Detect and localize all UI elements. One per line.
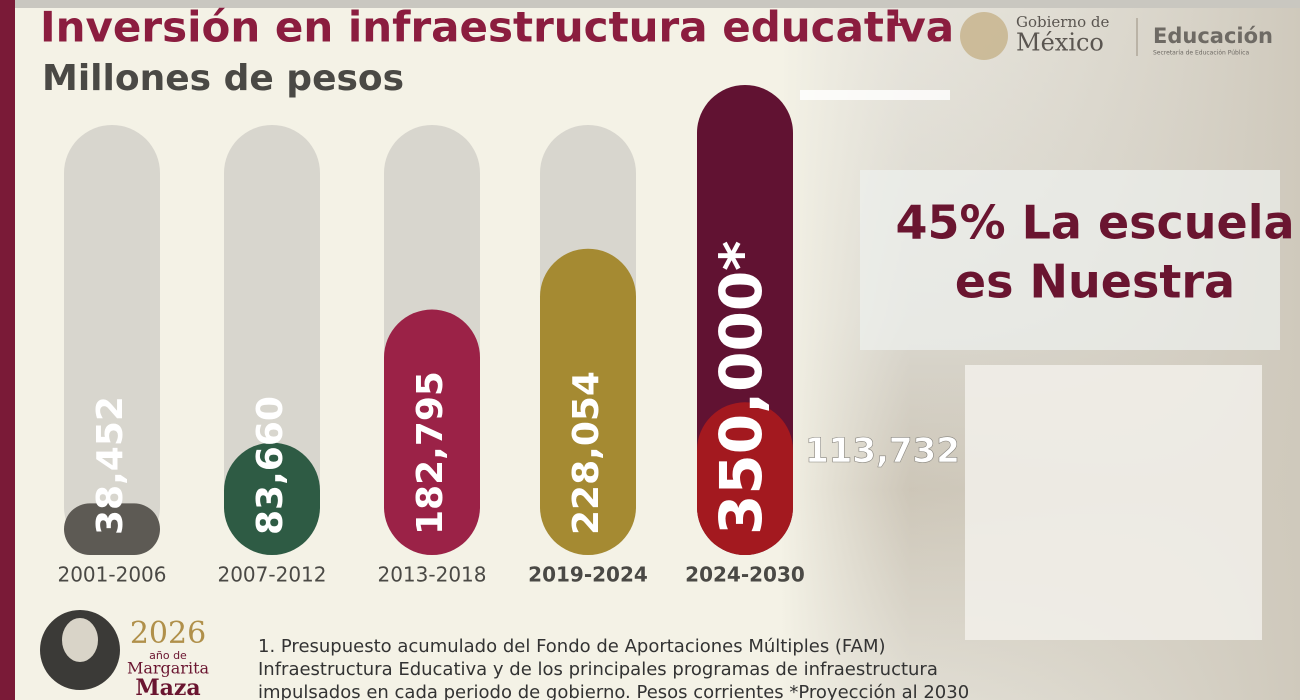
x-tick-label: 2013-2018 <box>377 563 486 587</box>
footnote: Infraestructura Educativa y de los princ… <box>258 659 938 680</box>
portrait-face <box>62 618 98 662</box>
value-label: 38,452 <box>90 396 131 535</box>
title-note: 1 <box>888 7 903 32</box>
value-label: 83,660 <box>250 396 291 535</box>
window <box>860 170 1280 350</box>
footnote: impulsados en cada periodo de gobierno. … <box>258 682 969 700</box>
chart-title: Inversión en infraestructura educativa <box>40 3 954 52</box>
track <box>64 125 160 555</box>
x-tick-label: 2001-2006 <box>57 563 166 587</box>
panel <box>965 365 1262 640</box>
segment-label: 113,732 <box>805 431 960 471</box>
track <box>224 125 320 555</box>
gov-emblem <box>960 12 1008 60</box>
ceiling-light <box>800 90 950 100</box>
value-label: 350,000* <box>707 240 775 535</box>
left-border <box>0 0 15 700</box>
subtitle: Millones de pesos <box>42 58 404 99</box>
bar-segment <box>697 402 793 555</box>
x-tick-label: 2007-2012 <box>217 563 326 587</box>
year-logo: 2026 <box>130 616 206 651</box>
sep-logo: Educación <box>1153 24 1273 48</box>
bar <box>224 442 320 555</box>
bar <box>64 503 160 555</box>
bar <box>540 248 636 556</box>
x-tick-label: 2019-2024 <box>528 563 648 587</box>
name-logo: Maza <box>135 675 200 700</box>
sep-subtitle: Secretaría de Educación Pública <box>1153 50 1249 57</box>
gov-logo: Gobierno de <box>1016 13 1110 31</box>
name-logo: Margarita <box>127 659 210 678</box>
gov-logo: México <box>1016 29 1104 57</box>
value-label: 182,795 <box>410 371 451 535</box>
x-tick-label: 2024-2030 <box>685 563 805 587</box>
footnote: 1. Presupuesto acumulado del Fondo de Ap… <box>258 636 886 657</box>
year-logo-sub: año de <box>149 649 187 662</box>
callout: 45% La escuela <box>895 196 1294 250</box>
top-border <box>15 0 1300 8</box>
callout: es Nuestra <box>955 255 1235 309</box>
value-label: 228,054 <box>566 371 607 535</box>
bar <box>384 309 480 555</box>
